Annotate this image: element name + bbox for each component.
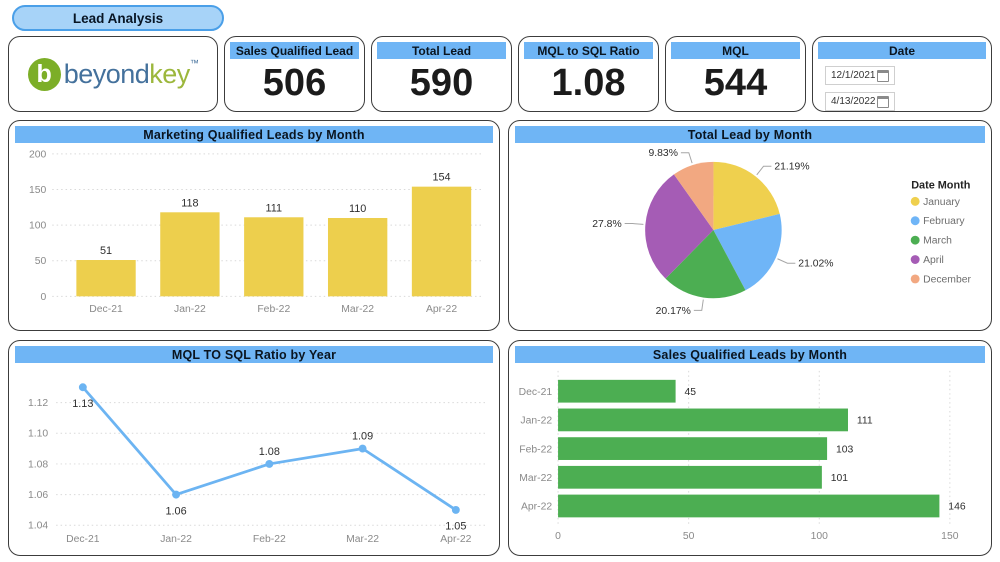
- svg-text:1.10: 1.10: [28, 429, 48, 440]
- svg-text:103: 103: [836, 444, 854, 455]
- pie-chart-card-total-lead-by-month: Total Lead by Month 21.19% 21.02% 20.17% 27…: [508, 120, 992, 331]
- svg-text:Jan-22: Jan-22: [174, 304, 206, 315]
- trademark-symbol: ™: [189, 58, 199, 68]
- svg-text:100: 100: [29, 221, 47, 232]
- svg-text:1.06: 1.06: [166, 505, 187, 517]
- kpi-value: 1.08: [551, 62, 626, 104]
- page-title[interactable]: Lead Analysis: [12, 5, 224, 31]
- chart-title: Sales Qualified Leads by Month: [515, 346, 985, 363]
- svg-text:0: 0: [41, 292, 47, 303]
- logo-text-beyond: beyond: [63, 59, 150, 89]
- svg-text:146: 146: [948, 502, 966, 513]
- logo-text-key: key: [149, 59, 190, 89]
- svg-text:100: 100: [811, 531, 829, 542]
- svg-text:Apr-22: Apr-22: [521, 502, 552, 513]
- svg-text:45: 45: [685, 387, 697, 398]
- svg-text:March: March: [923, 236, 952, 247]
- svg-text:January: January: [923, 197, 961, 208]
- svg-text:Feb-22: Feb-22: [253, 534, 286, 545]
- svg-text:Feb-22: Feb-22: [257, 304, 290, 315]
- svg-text:0: 0: [555, 531, 561, 542]
- date-end-value: 4/13/2022: [831, 96, 876, 107]
- date-end-input[interactable]: 4/13/2022: [825, 92, 895, 111]
- svg-text:Dec-21: Dec-21: [66, 534, 100, 545]
- svg-text:9.83%: 9.83%: [649, 148, 678, 159]
- svg-text:1.13: 1.13: [72, 398, 93, 410]
- column-chart-card-mql-by-month: Marketing Qualified Leads by Month 0 50 10…: [8, 120, 500, 331]
- svg-text:Mar-22: Mar-22: [519, 473, 552, 484]
- date-slicer: Date 12/1/2021 4/13/2022: [812, 36, 992, 112]
- svg-text:50: 50: [35, 256, 47, 267]
- svg-text:101: 101: [831, 473, 849, 484]
- svg-text:150: 150: [941, 531, 959, 542]
- chart-title: Total Lead by Month: [515, 126, 985, 143]
- kpi-card-mql: MQL 544: [665, 36, 806, 112]
- kpi-card-mql-to-sql-ratio: MQL to SQL Ratio 1.08: [518, 36, 659, 112]
- svg-text:27.8%: 27.8%: [592, 219, 621, 230]
- svg-text:20.17%: 20.17%: [656, 306, 691, 317]
- svg-text:Dec-21: Dec-21: [519, 387, 553, 398]
- svg-text:154: 154: [432, 172, 450, 184]
- hbar-chart-canvas[interactable]: 0 50 100 150 Dec-21 45 Jan-22 111 Feb-22 103 Mar-2…: [515, 365, 985, 551]
- svg-text:1.09: 1.09: [352, 431, 373, 443]
- svg-text:December: December: [923, 274, 971, 285]
- line-chart-canvas[interactable]: 1.04 1.06 1.08 1.10 1.12 1.13 Dec-21 1.06 Jan-22…: [15, 365, 493, 551]
- svg-text:21.19%: 21.19%: [774, 162, 809, 173]
- svg-text:Apr-22: Apr-22: [440, 534, 471, 545]
- svg-text:1.08: 1.08: [259, 446, 280, 458]
- svg-text:110: 110: [349, 203, 366, 215]
- chart-title: Marketing Qualified Leads by Month: [15, 126, 493, 143]
- svg-text:1.05: 1.05: [445, 521, 466, 533]
- svg-text:1.06: 1.06: [28, 490, 48, 501]
- top-cards-row: b beyondkey™ Sales Qualified Lead 506 To…: [8, 36, 992, 112]
- svg-text:200: 200: [29, 149, 47, 160]
- svg-text:1.12: 1.12: [28, 398, 48, 409]
- svg-text:Jan-22: Jan-22: [160, 534, 192, 545]
- calendar-icon[interactable]: [877, 95, 889, 108]
- kpi-value: 590: [409, 62, 474, 104]
- svg-text:118: 118: [181, 197, 198, 209]
- kpi-header: MQL: [671, 42, 800, 59]
- hbar-chart-card-sql-by-month: Sales Qualified Leads by Month 0 50 100 150…: [508, 340, 992, 556]
- svg-text:February: February: [923, 216, 965, 227]
- svg-text:Mar-22: Mar-22: [346, 534, 379, 545]
- chart-title: MQL TO SQL Ratio by Year: [15, 346, 493, 363]
- calendar-icon[interactable]: [877, 69, 889, 82]
- svg-text:April: April: [923, 255, 944, 266]
- pie-chart-canvas[interactable]: 21.19% 21.02% 20.17% 27.8% 9.83% Date Month Ja…: [515, 145, 985, 326]
- kpi-card-total-lead: Total Lead 590: [371, 36, 512, 112]
- svg-text:Date Month: Date Month: [911, 180, 970, 192]
- beyondkey-logo: b beyondkey™: [27, 56, 199, 92]
- svg-text:Feb-22: Feb-22: [519, 444, 552, 455]
- date-slicer-header: Date: [818, 42, 986, 59]
- svg-text:111: 111: [857, 416, 873, 427]
- kpi-header: MQL to SQL Ratio: [524, 42, 653, 59]
- svg-text:Apr-22: Apr-22: [426, 304, 457, 315]
- svg-text:50: 50: [683, 531, 695, 542]
- svg-text:21.02%: 21.02%: [798, 259, 833, 270]
- kpi-header: Total Lead: [377, 42, 506, 59]
- svg-text:150: 150: [29, 185, 47, 196]
- kpi-card-sales-qualified-lead: Sales Qualified Lead 506: [224, 36, 365, 112]
- date-start-input[interactable]: 12/1/2021: [825, 66, 895, 85]
- svg-text:111: 111: [266, 202, 283, 214]
- svg-text:51: 51: [100, 245, 112, 257]
- svg-text:Dec-21: Dec-21: [89, 304, 123, 315]
- svg-text:Mar-22: Mar-22: [341, 304, 374, 315]
- logo-card: b beyondkey™: [8, 36, 218, 112]
- svg-text:1.04: 1.04: [28, 521, 48, 532]
- date-start-value: 12/1/2021: [831, 70, 876, 81]
- kpi-value: 506: [262, 62, 327, 104]
- kpi-header: Sales Qualified Lead: [230, 42, 359, 59]
- kpi-value: 544: [703, 62, 768, 104]
- beyondkey-logo-icon: b: [27, 58, 61, 91]
- svg-text:Jan-22: Jan-22: [520, 416, 552, 427]
- column-chart-canvas[interactable]: 0 50 100 150 200 51 Dec-21 118 Jan-22 111 Feb-22 11…: [15, 145, 493, 326]
- line-chart-card-mql-to-sql-ratio: MQL TO SQL Ratio by Year 1.04 1.06 1.08 1.1…: [8, 340, 500, 556]
- svg-text:1.08: 1.08: [28, 459, 48, 470]
- logo-text: beyondkey™: [64, 56, 199, 92]
